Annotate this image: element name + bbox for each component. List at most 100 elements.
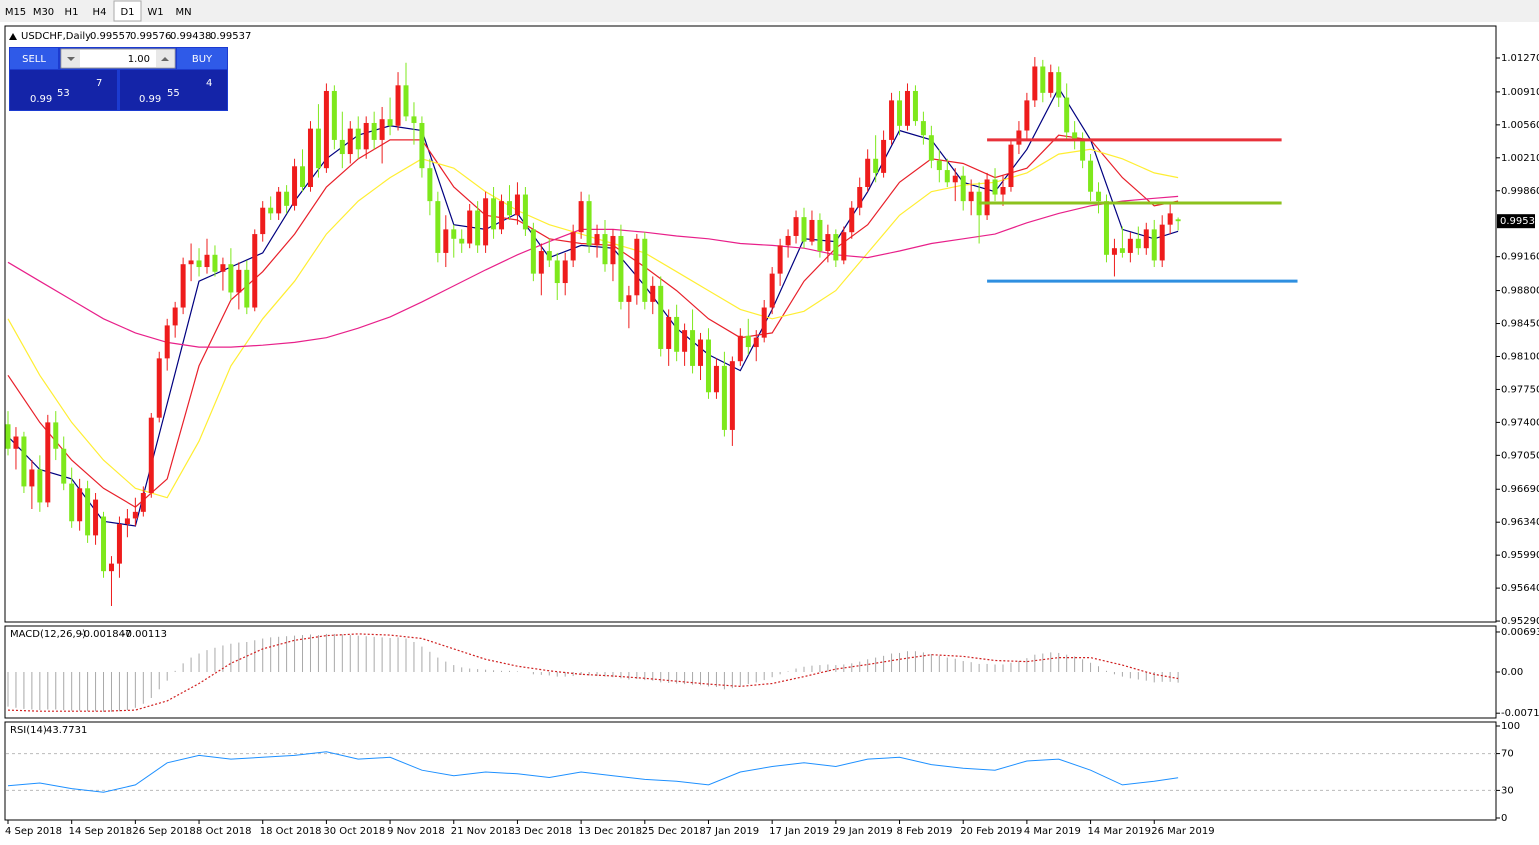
lot-input[interactable] [60, 48, 176, 69]
candle-body [1048, 72, 1054, 93]
y-tick-label: -0.007138 [1501, 708, 1539, 719]
current-price-label: 0.99537 [1500, 216, 1539, 227]
candle-body [236, 269, 242, 293]
candle-body [769, 273, 775, 308]
candle-body [491, 198, 497, 230]
timeframe-label[interactable]: H4 [93, 7, 107, 18]
timeframe-label[interactable]: M30 [33, 7, 54, 18]
timeframe-tab[interactable] [113, 0, 142, 22]
candle-body [721, 365, 727, 430]
candle-body [920, 121, 926, 136]
candle-body [546, 251, 552, 261]
candle-body [514, 194, 520, 216]
candle-body [307, 128, 313, 188]
candle-body [363, 122, 369, 150]
candle-body [172, 307, 178, 326]
candle-body [1111, 248, 1117, 255]
candle-body [658, 285, 664, 349]
candle-body [737, 335, 743, 362]
candle-body [331, 90, 337, 140]
candle-body [108, 563, 114, 572]
candle-body [379, 119, 385, 140]
rsi-title: RSI(14) [10, 725, 47, 736]
candle-body [1127, 238, 1133, 253]
candle-body [698, 339, 704, 366]
candle-body [1103, 201, 1109, 255]
collapse-icon[interactable] [9, 33, 17, 40]
candle-body [1056, 72, 1062, 98]
y-tick-label: 0.97750 [1501, 384, 1539, 395]
candle-body [483, 198, 489, 246]
y-tick-label: 70 [1501, 749, 1514, 760]
candle-body [1159, 224, 1165, 261]
timeframe-label[interactable]: W1 [147, 7, 163, 18]
timeframe-tab[interactable] [86, 1, 113, 21]
y-tick-label: 0.96690 [1501, 484, 1539, 495]
candle-body [435, 201, 441, 253]
candle-body [1135, 238, 1141, 249]
x-tick-label: 20 Feb 2019 [960, 826, 1022, 837]
buy-button[interactable] [177, 48, 227, 69]
candle-body [801, 217, 807, 242]
timeframe-label[interactable]: M15 [5, 7, 26, 18]
buy-label[interactable]: BUY [192, 54, 213, 65]
candle-body [419, 122, 425, 169]
candle-body [1032, 66, 1038, 101]
lot-value[interactable]: 1.00 [128, 54, 150, 65]
timeframe-label[interactable]: MN [175, 7, 191, 18]
timeframe-tab[interactable] [2, 1, 29, 21]
timeframe-tab[interactable] [58, 1, 85, 21]
candle-body [276, 191, 282, 214]
symbol-title: USDCHF,Daily [21, 31, 91, 42]
candle-body [387, 119, 393, 126]
x-tick-label: 8 Oct 2018 [196, 826, 251, 837]
sell-button[interactable] [10, 48, 58, 69]
current-price-box [1497, 214, 1535, 229]
candle-body [952, 175, 958, 183]
sell-label[interactable]: SELL [22, 54, 46, 65]
candle-body [339, 139, 345, 155]
candle-body [1080, 139, 1086, 161]
candle-body [522, 194, 528, 230]
candle-body [904, 90, 910, 126]
candle-body [371, 122, 377, 140]
candle-body [793, 217, 799, 236]
candle-body [809, 219, 815, 242]
candle-body [29, 469, 35, 487]
candle-body [300, 166, 306, 188]
candle-body [984, 179, 990, 216]
candle-body [69, 483, 75, 522]
x-tick-label: 14 Sep 2018 [69, 826, 132, 837]
candle-body [761, 307, 767, 338]
x-tick-label: 7 Jan 2019 [705, 826, 759, 837]
candle-body [101, 516, 107, 572]
timeframe-tab[interactable] [170, 1, 197, 21]
candle-body [833, 234, 839, 261]
candle-body [21, 436, 27, 487]
candle-body [1040, 66, 1046, 93]
rsi-value: 43.7731 [46, 725, 87, 736]
candle-body [467, 210, 473, 244]
candle-body [148, 417, 154, 494]
candle-body [411, 116, 417, 123]
timeframe-label[interactable]: H1 [65, 7, 79, 18]
candle-body [37, 469, 43, 503]
candle-body [1143, 229, 1149, 249]
timeframe-label[interactable]: D1 [120, 7, 134, 18]
candle-body [881, 139, 887, 173]
ask-big: 55 [167, 88, 180, 99]
candle-body [180, 264, 186, 308]
timeframe-tab[interactable] [30, 1, 57, 21]
ask-box[interactable] [120, 70, 227, 110]
y-tick-label: 0.95990 [1501, 550, 1539, 561]
candle-body [650, 285, 656, 302]
candle-body [85, 488, 91, 536]
x-tick-label: 3 Dec 2018 [514, 826, 572, 837]
bid-box[interactable] [10, 70, 117, 110]
candle-body [132, 511, 138, 519]
candle-body [705, 339, 711, 393]
candle-body [93, 499, 99, 536]
x-tick-label: 8 Feb 2019 [897, 826, 953, 837]
candle-body [538, 251, 544, 274]
timeframe-tab[interactable] [142, 1, 169, 21]
